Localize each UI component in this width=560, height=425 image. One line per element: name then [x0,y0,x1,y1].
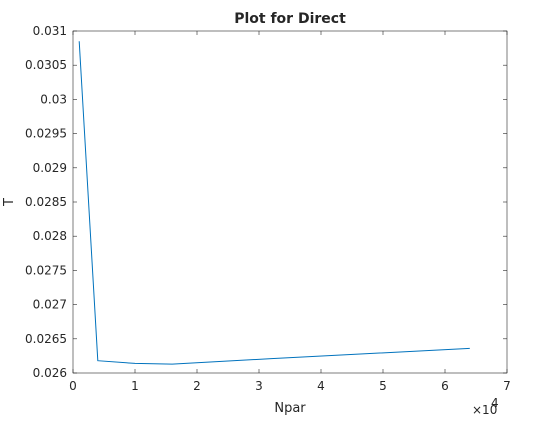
y-tick-label: 0.027 [33,298,67,312]
y-tick-label: 0.026 [33,366,67,380]
x-tick-label: 2 [193,379,201,393]
x-tick-label: 4 [317,379,325,393]
x-multiplier-exponent: 4 [491,396,499,410]
series-lines [78,41,470,365]
x-tick-label: 6 [441,379,449,393]
y-tick-label: 0.028 [33,229,67,243]
y-tick-label: 0.0265 [25,332,67,346]
x-axis-label: Npar [274,401,306,416]
x-multiplier-label: ×10 [472,403,497,417]
x-tick-label: 5 [379,379,387,393]
plot-area [73,31,507,373]
y-tick-label: 0.029 [33,161,67,175]
x-ticks: 0 1 2 3 4 5 6 7 [69,31,511,393]
chart-title: Plot for Direct [234,11,346,27]
y-tick-label: 0.0305 [25,58,67,72]
y-tick-label: 0.031 [33,24,67,38]
y-tick-label: 0.0295 [25,127,67,141]
series-line [78,41,470,365]
plot-box [72,30,508,374]
y-tick-label: 0.0275 [25,263,67,277]
x-tick-label: 1 [131,379,139,393]
y-axis-label: T [2,198,17,207]
x-tick-label: 7 [503,379,511,393]
x-tick-label: 3 [255,379,263,393]
y-ticks: 0.026 0.0265 0.027 0.0275 0.028 0.0285 0.029 0.… [25,24,507,380]
x-tick-label: 0 [69,379,77,393]
y-tick-label: 0.03 [40,92,67,106]
y-tick-label: 0.0285 [25,195,67,209]
